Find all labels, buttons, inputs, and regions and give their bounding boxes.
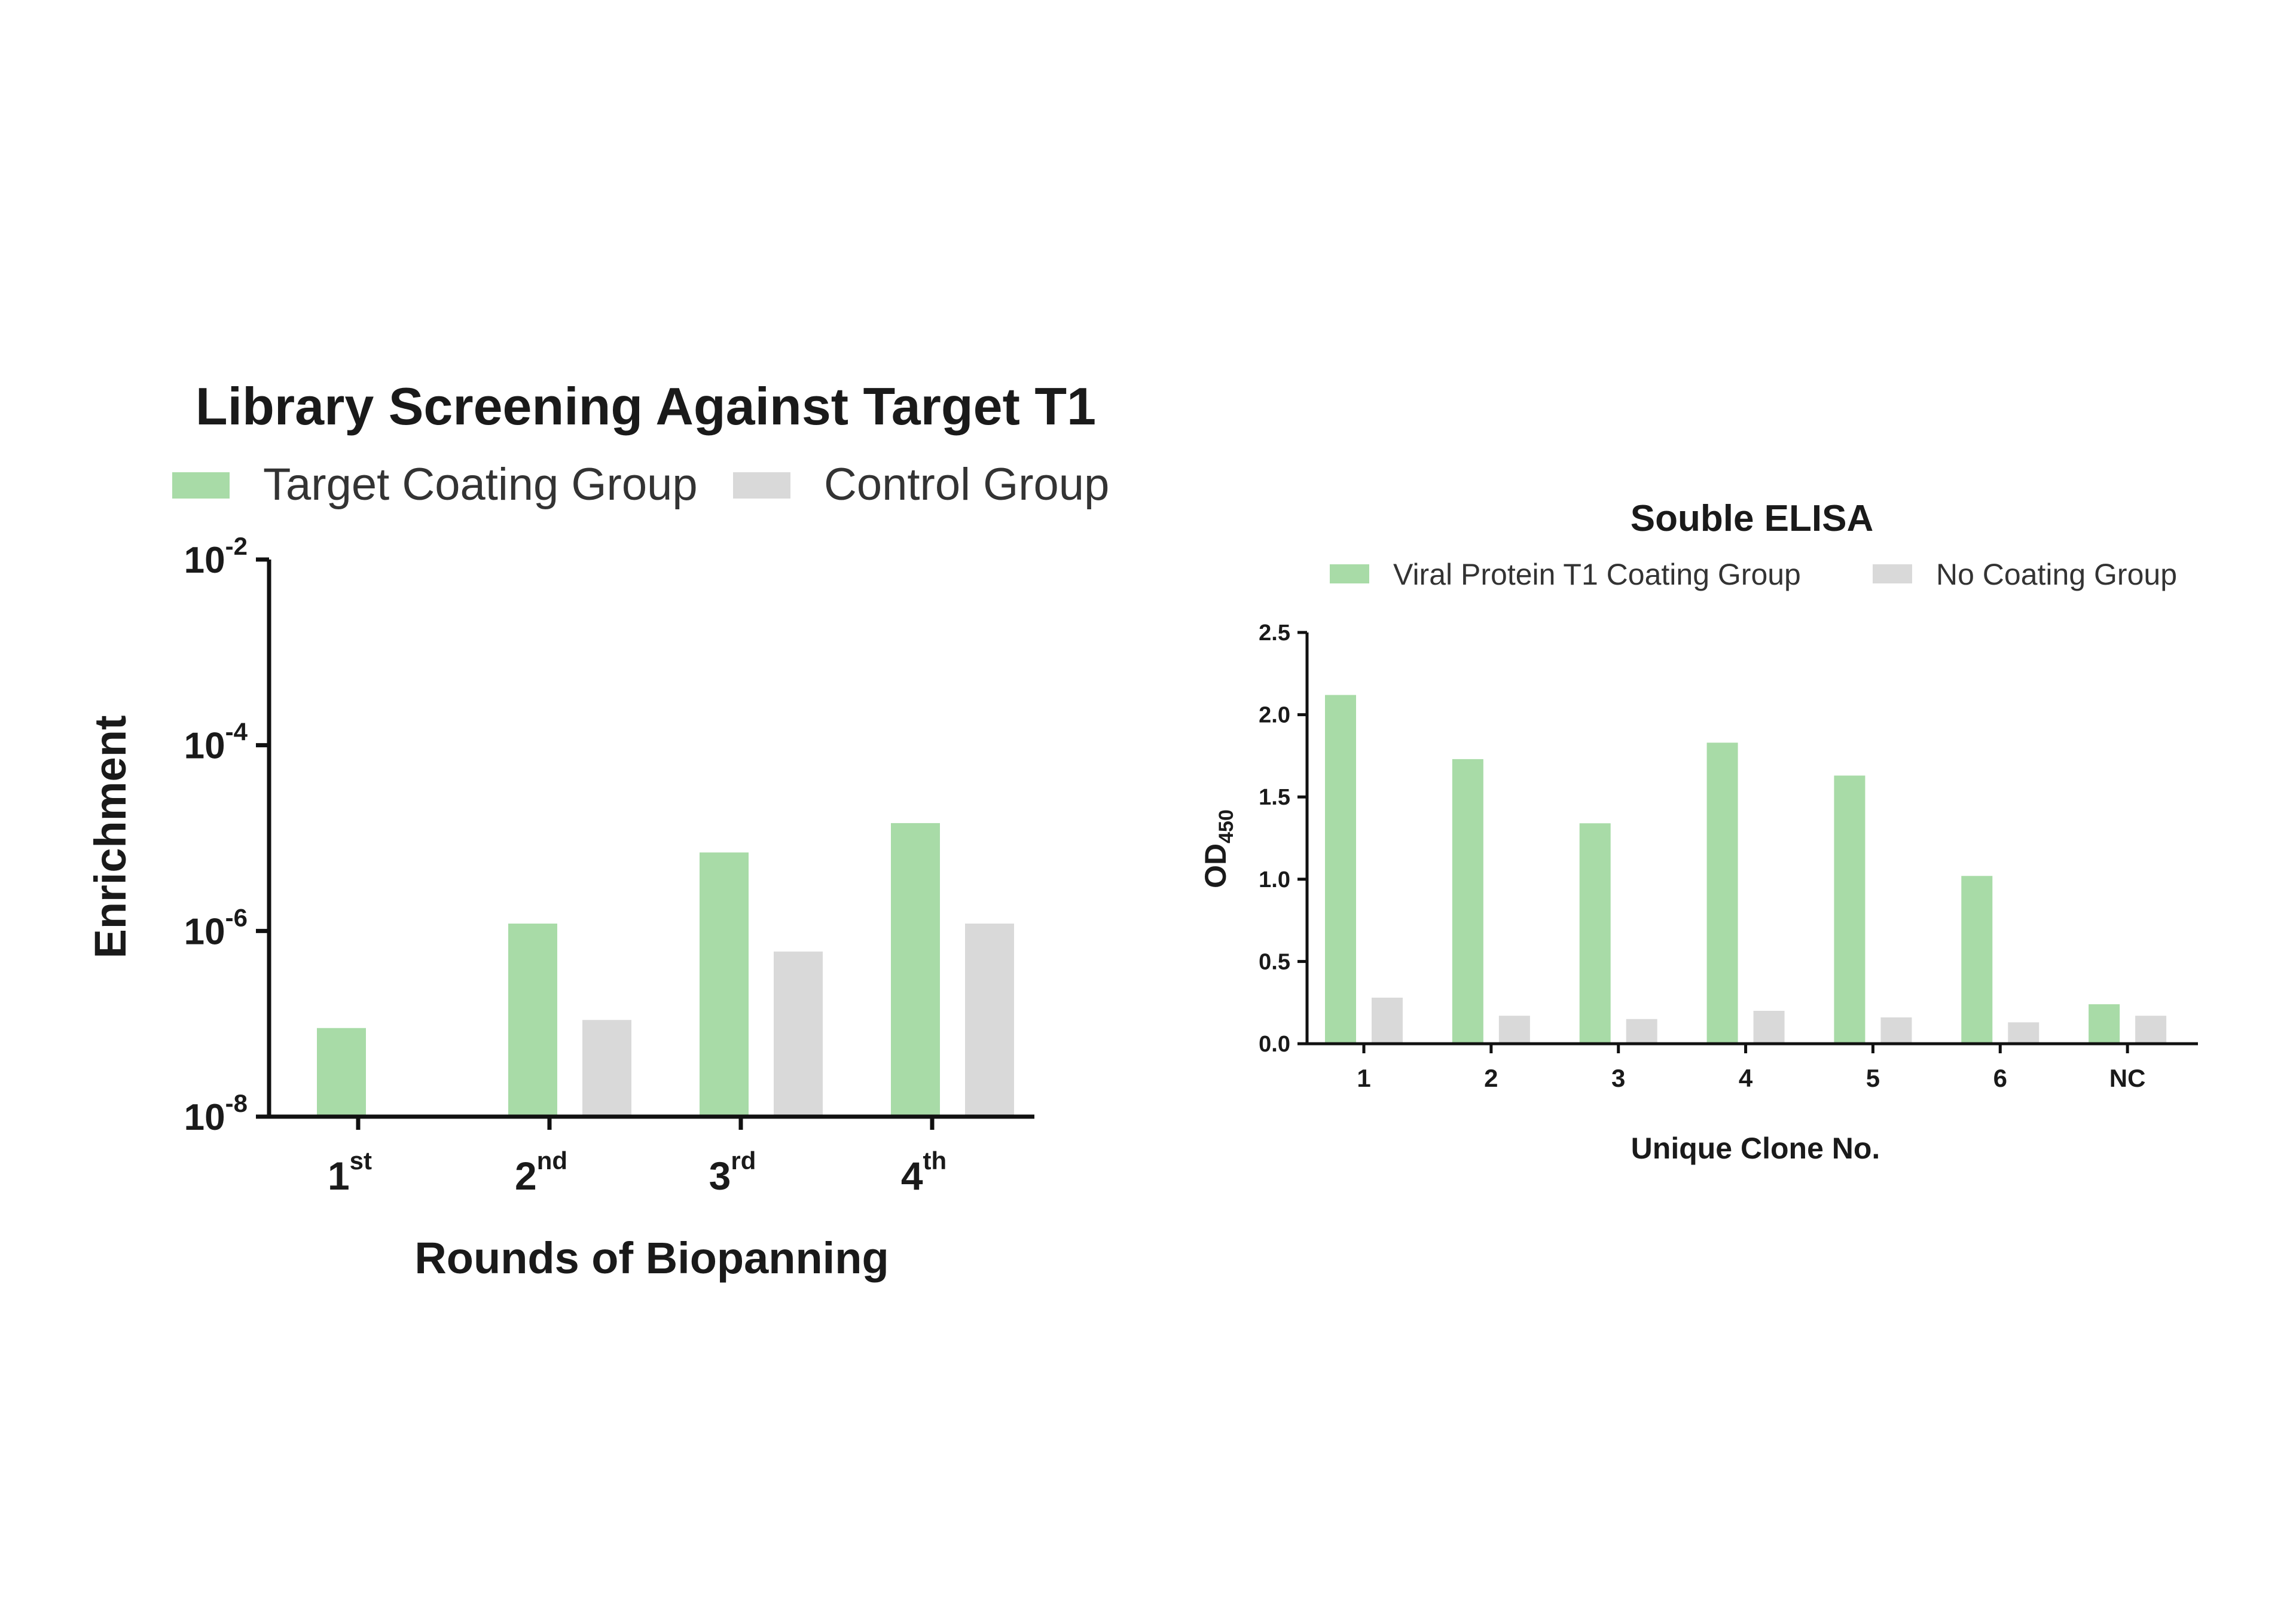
y-tick-exponent: -4 bbox=[225, 718, 248, 746]
x-tick-suffix: th bbox=[923, 1147, 947, 1175]
x-ticks-elisa: 1 2 3 4 5 6 NC bbox=[1357, 1044, 2145, 1092]
legend-swatch-target bbox=[172, 472, 230, 499]
bar-no-coating-1 bbox=[1372, 997, 1403, 1044]
x-tick-label: 4 bbox=[1739, 1064, 1753, 1092]
legend-elisa: Viral Protein T1 Coating Group No Coatin… bbox=[1330, 558, 2177, 591]
bar-viral-3 bbox=[1579, 823, 1611, 1044]
x-tick-label: 1st bbox=[328, 1147, 372, 1198]
x-axis-label-enrichment: Rounds of Biopanning bbox=[414, 1233, 889, 1283]
chart-enrichment: Library Screening Against Target T1 Targ… bbox=[86, 377, 1109, 1283]
bar-control-3 bbox=[774, 951, 823, 1117]
y-tick-label: 0.0 bbox=[1259, 1032, 1290, 1057]
y-tick-exponent: -6 bbox=[225, 903, 248, 931]
legend-label-target: Target Coating Group bbox=[263, 459, 698, 510]
bar-no-coating-5 bbox=[1880, 1017, 1912, 1044]
bar-viral-1 bbox=[1325, 695, 1356, 1044]
y-ticks-elisa: 0.0 0.5 1.0 1.5 2.0 2.5 bbox=[1259, 620, 1307, 1057]
bar-no-coating-NC bbox=[2135, 1016, 2167, 1044]
chart-elisa: Souble ELISA Viral Protein T1 Coating Gr… bbox=[1199, 498, 2198, 1165]
x-tick-label: 5 bbox=[1866, 1064, 1880, 1092]
x-ticks-enrichment: 1st 2nd 3rd 4th bbox=[328, 1117, 947, 1198]
bar-no-coating-6 bbox=[2008, 1022, 2039, 1044]
bar-target-1 bbox=[317, 1028, 366, 1117]
x-tick-label: 2 bbox=[1484, 1064, 1498, 1092]
y-tick-label: 2.0 bbox=[1259, 703, 1290, 728]
bar-viral-4 bbox=[1706, 742, 1738, 1044]
x-tick-suffix: st bbox=[350, 1147, 372, 1175]
bar-no-coating-3 bbox=[1626, 1019, 1657, 1044]
bar-control-2 bbox=[582, 1020, 631, 1117]
x-tick-number: 3 bbox=[709, 1154, 731, 1198]
bar-no-coating-4 bbox=[1753, 1010, 1785, 1044]
bar-viral-2 bbox=[1452, 759, 1483, 1044]
chart-title-enrichment: Library Screening Against Target T1 bbox=[196, 377, 1096, 436]
bar-viral-NC bbox=[2089, 1004, 2120, 1044]
y-axis-label-elisa: OD450 bbox=[1199, 809, 1238, 888]
y-tick-label: 0.5 bbox=[1259, 949, 1290, 974]
legend-swatch-no-coating bbox=[1873, 564, 1912, 583]
y-tick-label: 10-2 bbox=[184, 532, 248, 581]
y-tick-base: 10 bbox=[184, 911, 225, 952]
x-tick-label: NC bbox=[2109, 1064, 2146, 1092]
y-tick-label: 1.0 bbox=[1259, 867, 1290, 892]
x-tick-number: 1 bbox=[328, 1154, 350, 1198]
x-tick-label: 6 bbox=[1993, 1064, 2007, 1092]
x-tick-suffix: nd bbox=[537, 1147, 567, 1175]
x-tick-number: 2 bbox=[515, 1154, 537, 1198]
y-tick-label: 2.5 bbox=[1259, 620, 1290, 646]
y-axis-label-enrichment: Enrichment bbox=[86, 715, 135, 958]
x-tick-label: 2nd bbox=[515, 1147, 567, 1198]
y-tick-exponent: -2 bbox=[225, 532, 248, 560]
y-tick-base: 10 bbox=[184, 726, 225, 767]
legend-swatch-viral bbox=[1330, 564, 1369, 583]
axes-elisa bbox=[1305, 632, 2198, 1046]
legend-label-control: Control Group bbox=[824, 459, 1109, 510]
y-ticks-enrichment: 10-210-410-610-8 bbox=[184, 532, 269, 1138]
y-tick-label: 10-4 bbox=[184, 718, 248, 767]
y-axis-label-sub: 450 bbox=[1215, 809, 1238, 843]
legend-label-no-coating: No Coating Group bbox=[1936, 558, 2177, 591]
bar-target-3 bbox=[700, 852, 749, 1117]
y-tick-label: 10-8 bbox=[184, 1089, 248, 1138]
x-tick-label: 3rd bbox=[709, 1147, 756, 1198]
bar-target-2 bbox=[508, 924, 557, 1117]
bars-enrichment bbox=[317, 823, 1014, 1117]
y-tick-label: 1.5 bbox=[1259, 785, 1290, 810]
y-tick-label: 10-6 bbox=[184, 903, 248, 952]
chart-title-elisa: Souble ELISA bbox=[1631, 498, 1873, 539]
bars-elisa bbox=[1325, 695, 2167, 1044]
y-tick-base: 10 bbox=[184, 1097, 225, 1138]
bar-no-coating-2 bbox=[1498, 1016, 1530, 1044]
legend-enrichment: Target Coating Group Control Group bbox=[172, 459, 1109, 510]
bar-control-4 bbox=[965, 924, 1014, 1117]
legend-swatch-control bbox=[733, 472, 790, 499]
y-tick-base: 10 bbox=[184, 540, 225, 581]
x-tick-label: 3 bbox=[1611, 1064, 1625, 1092]
legend-label-viral: Viral Protein T1 Coating Group bbox=[1393, 558, 1801, 591]
bar-viral-5 bbox=[1834, 775, 1866, 1044]
bar-target-4 bbox=[891, 823, 940, 1117]
x-tick-number: 4 bbox=[901, 1154, 923, 1198]
x-tick-label: 4th bbox=[901, 1147, 947, 1198]
y-axis-label-od: OD bbox=[1199, 843, 1232, 888]
x-tick-suffix: rd bbox=[731, 1147, 756, 1175]
axes-enrichment bbox=[267, 560, 1034, 1119]
x-tick-label: 1 bbox=[1357, 1064, 1370, 1092]
x-axis-label-elisa: Unique Clone No. bbox=[1631, 1132, 1880, 1165]
bar-viral-6 bbox=[1961, 876, 1993, 1044]
y-tick-exponent: -8 bbox=[225, 1089, 248, 1117]
